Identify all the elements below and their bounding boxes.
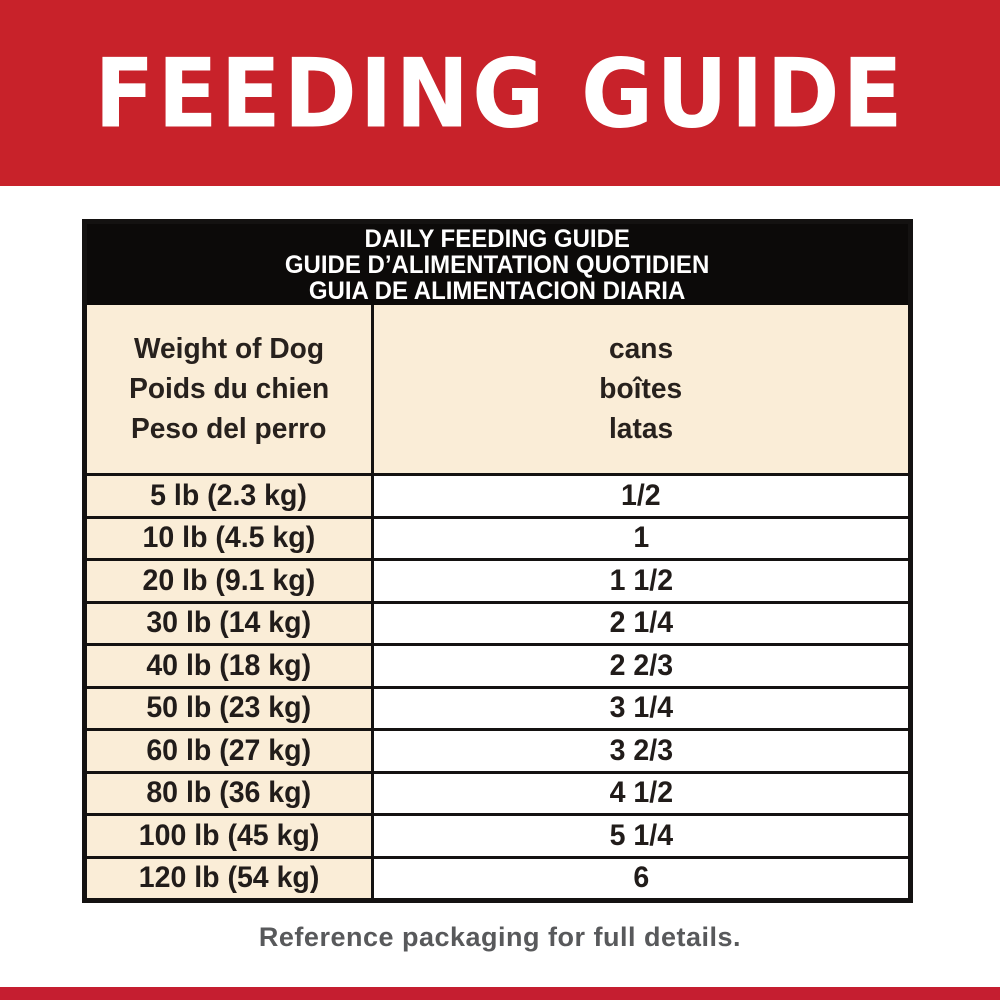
cans-cell: 1 1/2 <box>374 561 908 601</box>
cans-cell: 4 1/2 <box>374 773 908 813</box>
weight-value: 50 lb (23 kg) <box>146 691 312 725</box>
weight-cell: 120 lb (54 kg) <box>87 858 374 898</box>
cans-value: 6 <box>633 861 649 895</box>
cans-value: 3 2/3 <box>609 733 673 767</box>
table-title-en: DAILY FEEDING GUIDE <box>364 224 631 253</box>
cans-header-es: latas <box>608 413 674 445</box>
weight-value: 100 lb (45 kg) <box>138 818 320 852</box>
table-body: 5 lb (2.3 kg) 1/2 10 lb (4.5 kg) 1 20 lb… <box>87 473 908 898</box>
table-title-es: GUIA DE ALIMENTACION DIARIA <box>309 276 686 305</box>
table-row: 30 lb (14 kg) 2 1/4 <box>87 600 908 643</box>
table-column-headers: Weight of Dog Poids du chien Peso del pe… <box>87 305 908 473</box>
cans-cell: 1 <box>374 518 908 558</box>
weight-column-header: Weight of Dog Poids du chien Peso del pe… <box>87 305 374 473</box>
cans-cell: 2 1/4 <box>374 603 908 643</box>
table-row: 20 lb (9.1 kg) 1 1/2 <box>87 558 908 601</box>
cans-cell: 1/2 <box>374 476 908 516</box>
cans-cell: 3 1/4 <box>374 688 908 728</box>
table-row: 80 lb (36 kg) 4 1/2 <box>87 770 908 813</box>
cans-value: 1/2 <box>621 478 661 512</box>
bottom-red-strip <box>0 987 1000 1000</box>
weight-cell: 80 lb (36 kg) <box>87 773 374 813</box>
weight-header-en: Weight of Dog <box>133 333 325 365</box>
weight-value: 10 lb (4.5 kg) <box>142 521 316 555</box>
footer-note: Reference packaging for full details. <box>0 922 1000 953</box>
weight-header-fr: Poids du chien <box>128 373 330 405</box>
weight-cell: 60 lb (27 kg) <box>87 731 374 771</box>
page-title: FEEDING GUIDE <box>94 37 906 149</box>
weight-cell: 100 lb (45 kg) <box>87 816 374 856</box>
weight-cell: 30 lb (14 kg) <box>87 603 374 643</box>
weight-value: 30 lb (14 kg) <box>146 606 312 640</box>
weight-cell: 40 lb (18 kg) <box>87 646 374 686</box>
weight-value: 20 lb (9.1 kg) <box>142 563 316 597</box>
table-row: 10 lb (4.5 kg) 1 <box>87 515 908 558</box>
weight-value: 40 lb (18 kg) <box>146 648 312 682</box>
cans-cell: 6 <box>374 858 908 898</box>
weight-cell: 5 lb (2.3 kg) <box>87 476 374 516</box>
weight-value: 120 lb (54 kg) <box>138 861 320 895</box>
table-row: 120 lb (54 kg) 6 <box>87 855 908 898</box>
cans-value: 1 <box>633 521 649 555</box>
footer-note-text: Reference packaging for full details. <box>258 922 742 952</box>
cans-value: 3 1/4 <box>609 691 673 725</box>
cans-header-en: cans <box>608 333 674 365</box>
cans-value: 2 1/4 <box>609 606 673 640</box>
weight-cell: 50 lb (23 kg) <box>87 688 374 728</box>
cans-column-header: cans boîtes latas <box>374 305 908 473</box>
table-title-fr: GUIDE D’ALIMENTATION QUOTIDIEN <box>285 250 710 279</box>
table-row: 100 lb (45 kg) 5 1/4 <box>87 813 908 856</box>
table-title-band: DAILY FEEDING GUIDE GUIDE D’ALIMENTATION… <box>87 224 908 305</box>
weight-cell: 20 lb (9.1 kg) <box>87 561 374 601</box>
weight-header-es: Peso del perro <box>131 413 327 445</box>
table-row: 40 lb (18 kg) 2 2/3 <box>87 643 908 686</box>
cans-cell: 2 2/3 <box>374 646 908 686</box>
cans-value: 5 1/4 <box>609 818 673 852</box>
cans-header-fr: boîtes <box>599 373 683 405</box>
weight-value: 80 lb (36 kg) <box>146 776 312 810</box>
feeding-guide-table: DAILY FEEDING GUIDE GUIDE D’ALIMENTATION… <box>82 219 913 903</box>
weight-value: 5 lb (2.3 kg) <box>150 478 308 512</box>
weight-cell: 10 lb (4.5 kg) <box>87 518 374 558</box>
cans-value: 1 1/2 <box>609 563 673 597</box>
table-row: 5 lb (2.3 kg) 1/2 <box>87 473 908 516</box>
table-row: 50 lb (23 kg) 3 1/4 <box>87 685 908 728</box>
weight-value: 60 lb (27 kg) <box>146 733 312 767</box>
cans-cell: 3 2/3 <box>374 731 908 771</box>
table-row: 60 lb (27 kg) 3 2/3 <box>87 728 908 771</box>
header-banner: FEEDING GUIDE <box>0 0 1000 186</box>
cans-value: 2 2/3 <box>609 648 673 682</box>
cans-cell: 5 1/4 <box>374 816 908 856</box>
cans-value: 4 1/2 <box>609 776 673 810</box>
